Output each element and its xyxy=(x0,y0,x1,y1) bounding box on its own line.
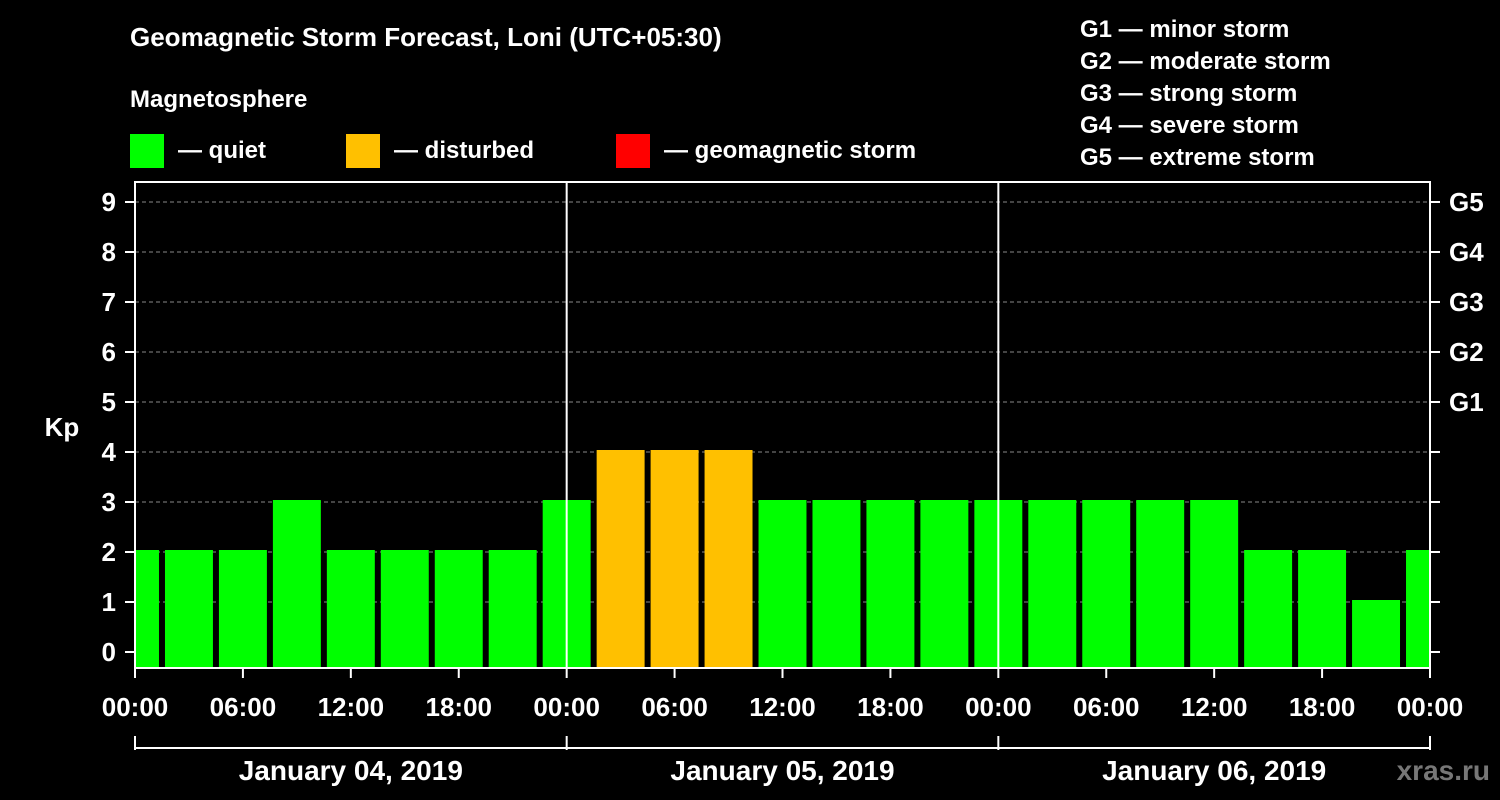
y-tick-label: 7 xyxy=(102,287,116,317)
storm-scale-g1: G1 — minor storm xyxy=(1080,16,1290,43)
kp-bar xyxy=(380,550,429,668)
x-tick-label: 00:00 xyxy=(533,692,600,722)
legend-heading: Magnetosphere xyxy=(130,86,308,113)
disturbed-swatch xyxy=(346,134,380,168)
kp-bar xyxy=(1028,500,1077,668)
x-tick-label: 06:00 xyxy=(641,692,708,722)
kp-bar xyxy=(812,500,861,668)
x-tick-label: 12:00 xyxy=(749,692,816,722)
date-label: January 05, 2019 xyxy=(670,755,894,786)
legend-quiet-label: — quiet xyxy=(178,137,266,164)
kp-bar xyxy=(218,550,267,668)
kp-bar xyxy=(758,500,807,668)
kp-bars xyxy=(136,450,1429,668)
x-tick-label: 00:00 xyxy=(965,692,1032,722)
y-axis-label: Kp xyxy=(45,412,80,442)
kp-bar xyxy=(650,450,699,668)
kp-bar xyxy=(136,550,159,668)
kp-bar xyxy=(920,500,969,668)
y-tick-label: 3 xyxy=(102,487,116,517)
kp-bar xyxy=(1406,550,1429,668)
y-axis: 0 1 2 3 4 5 6 7 8 9 xyxy=(102,187,135,667)
y-tick-label: 6 xyxy=(102,337,116,367)
date-label: January 06, 2019 xyxy=(1102,755,1326,786)
kp-bar xyxy=(326,550,375,668)
g-scale-label: G2 xyxy=(1449,337,1484,367)
kp-bar xyxy=(596,450,645,668)
legend-disturbed: — disturbed xyxy=(346,134,534,168)
kp-bar xyxy=(1136,500,1185,668)
g-scale-axis: G1 G2 G3 G4 G5 xyxy=(1430,187,1484,653)
kp-bar xyxy=(704,450,753,668)
g-scale-label: G5 xyxy=(1449,187,1484,217)
x-tick-label: 18:00 xyxy=(1289,692,1356,722)
x-tick-label: 18:00 xyxy=(426,692,493,722)
x-tick-label: 12:00 xyxy=(1181,692,1248,722)
storm-scale-g3: G3 — strong storm xyxy=(1080,80,1298,107)
y-tick-label: 8 xyxy=(102,237,116,267)
storm-scale-g2: G2 — moderate storm xyxy=(1080,48,1331,75)
storm-scale-g4: G4 — severe storm xyxy=(1080,112,1299,139)
kp-bar xyxy=(1298,550,1347,668)
y-tick-label: 5 xyxy=(102,387,116,417)
x-tick-label: 12:00 xyxy=(318,692,385,722)
kp-bar xyxy=(1190,500,1239,668)
x-tick-label: 06:00 xyxy=(1073,692,1140,722)
kp-bar xyxy=(1082,500,1131,668)
kp-bar xyxy=(272,500,321,668)
date-axis: January 04, 2019 January 05, 2019 January … xyxy=(134,736,1431,786)
g-scale-label: G1 xyxy=(1449,387,1484,417)
y-tick-label: 4 xyxy=(102,437,117,467)
kp-bar xyxy=(488,550,537,668)
y-tick-label: 9 xyxy=(102,187,116,217)
legend-storm-label: — geomagnetic storm xyxy=(664,137,917,164)
kp-bar xyxy=(1352,600,1401,668)
source-watermark: xras.ru xyxy=(1396,755,1490,786)
y-tick-label: 0 xyxy=(102,637,116,667)
storm-scale-legend: G1 — minor storm G2 — moderate storm G3 … xyxy=(1080,14,1331,174)
legend-disturbed-label: — disturbed xyxy=(394,137,535,164)
y-tick-label: 1 xyxy=(102,587,116,617)
date-label: January 04, 2019 xyxy=(239,755,463,786)
g-scale-label: G3 xyxy=(1449,287,1484,317)
legend-storm: — geomagnetic storm xyxy=(616,134,916,168)
x-tick-label: 06:00 xyxy=(210,692,277,722)
kp-bar xyxy=(866,500,915,668)
kp-bar xyxy=(434,550,483,668)
x-tick-label: 00:00 xyxy=(102,692,169,722)
storm-swatch xyxy=(616,134,650,168)
x-tick-label: 00:00 xyxy=(1397,692,1464,722)
y-tick-label: 2 xyxy=(102,537,116,567)
storm-scale-g5: G5 — extreme storm xyxy=(1080,144,1315,171)
quiet-swatch xyxy=(130,134,164,168)
kp-bar xyxy=(1244,550,1293,668)
x-tick-label: 18:00 xyxy=(857,692,924,722)
kp-bar xyxy=(164,550,213,668)
legend-quiet: — quiet xyxy=(130,134,266,168)
g-scale-label: G4 xyxy=(1449,237,1484,267)
x-axis: 00:00 06:00 12:00 18:00 00:00 06:00 12:00 18:00… xyxy=(102,668,1464,722)
chart-title: Geomagnetic Storm Forecast, Loni (UTC+05… xyxy=(130,22,722,52)
